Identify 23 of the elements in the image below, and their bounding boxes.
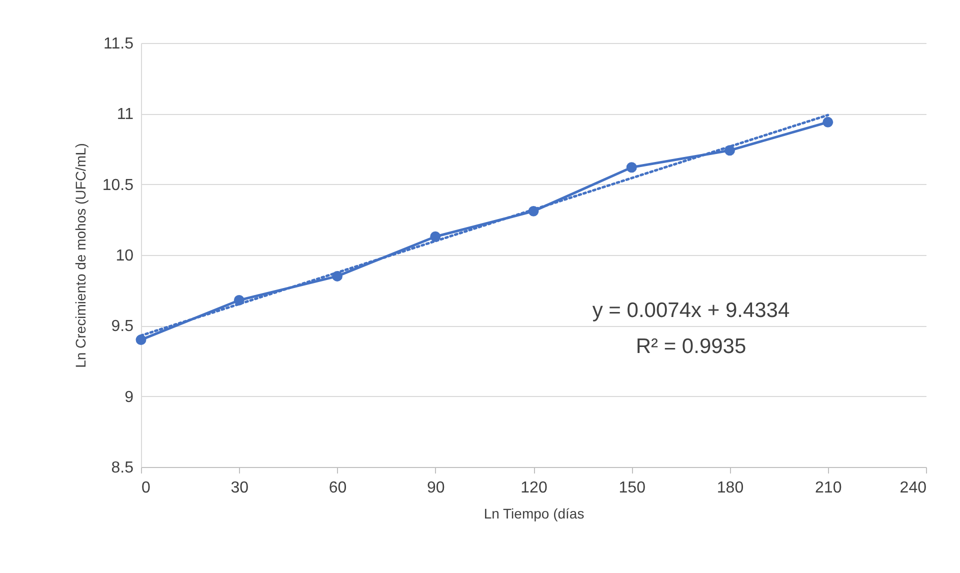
annotation: R² = 0.9935 bbox=[636, 335, 746, 358]
y-tick-label: 10.5 bbox=[102, 176, 134, 194]
x-tick-label: 30 bbox=[230, 480, 249, 496]
point bbox=[822, 116, 834, 128]
x-tick-label: 180 bbox=[716, 480, 744, 496]
y-tick-label: 9.5 bbox=[111, 318, 134, 336]
x-tick-label: 90 bbox=[426, 480, 445, 496]
point bbox=[136, 334, 146, 346]
x-tick-label: 240 bbox=[900, 480, 927, 496]
x-tick-label: 150 bbox=[618, 480, 646, 496]
y-tick-label: 11.5 bbox=[104, 36, 134, 52]
x-tick-label: 210 bbox=[815, 480, 842, 496]
x-tick-label: 0 bbox=[142, 480, 150, 496]
x-tick-label: 60 bbox=[328, 480, 347, 496]
y-tick-label: 11 bbox=[116, 106, 134, 124]
x-axis-title: Ln Tiempo (días bbox=[484, 506, 584, 522]
x-tick-label: 120 bbox=[520, 480, 548, 496]
y-tick-label: 10 bbox=[116, 248, 134, 264]
y-tick-label: 9 bbox=[124, 388, 134, 406]
y-axis-title: Ln Crecimiento de mohos (UFC/mL) bbox=[72, 143, 88, 368]
y-tick-label: 8.5 bbox=[111, 460, 134, 476]
point bbox=[626, 162, 637, 173]
annotation: y = 0.0074x + 9.4334 bbox=[592, 299, 790, 322]
